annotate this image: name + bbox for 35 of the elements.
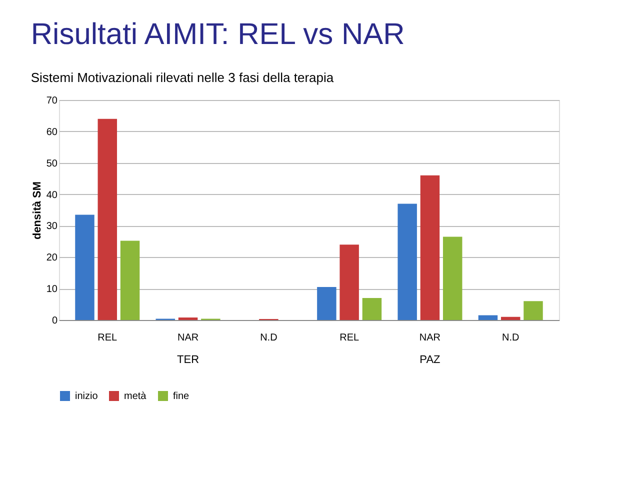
legend-label: inizio: [75, 391, 98, 402]
y-tick-label: 40: [46, 190, 58, 201]
bar: [75, 214, 94, 320]
bar: [442, 236, 462, 320]
text: PAZ: [420, 354, 441, 366]
y-axis-title: densità SM: [31, 181, 44, 240]
chart-title: Risultati AIMIT: REL vs NAR: [30, 18, 405, 51]
bar: [420, 175, 440, 320]
bar: [500, 316, 520, 320]
x-tick-label: N.D: [260, 332, 278, 344]
bar: [398, 204, 417, 320]
x-tick-label: REL: [98, 332, 118, 344]
x-tick-label: NAR: [177, 332, 199, 344]
bar: [362, 298, 382, 320]
y-tick-label: 10: [46, 284, 58, 296]
y-tick-label: 60: [46, 126, 58, 138]
bar: [98, 118, 118, 320]
text: TER: [177, 354, 200, 366]
y-tick-label: 50: [46, 158, 58, 170]
bar: [340, 244, 359, 320]
y-tick-label: 70: [46, 96, 58, 106]
chart-subtitle: Sistemi Motivazionali rilevati nelle 3 fasi della terapia: [30, 70, 334, 85]
y-tick-label: 20: [46, 252, 58, 264]
bar: [120, 240, 140, 320]
bar: [317, 287, 336, 320]
x-tick-label: REL: [340, 332, 360, 344]
bar: [524, 301, 543, 320]
x-tick-label: N.D: [502, 332, 520, 344]
bar: [178, 317, 198, 320]
legend-label: metà: [124, 391, 147, 402]
x-tick-label: NAR: [419, 332, 441, 344]
bar: [478, 315, 498, 320]
y-tick-label: 0: [52, 316, 58, 326]
y-tick-label: 30: [46, 221, 58, 232]
legend-label: fine: [173, 391, 190, 402]
